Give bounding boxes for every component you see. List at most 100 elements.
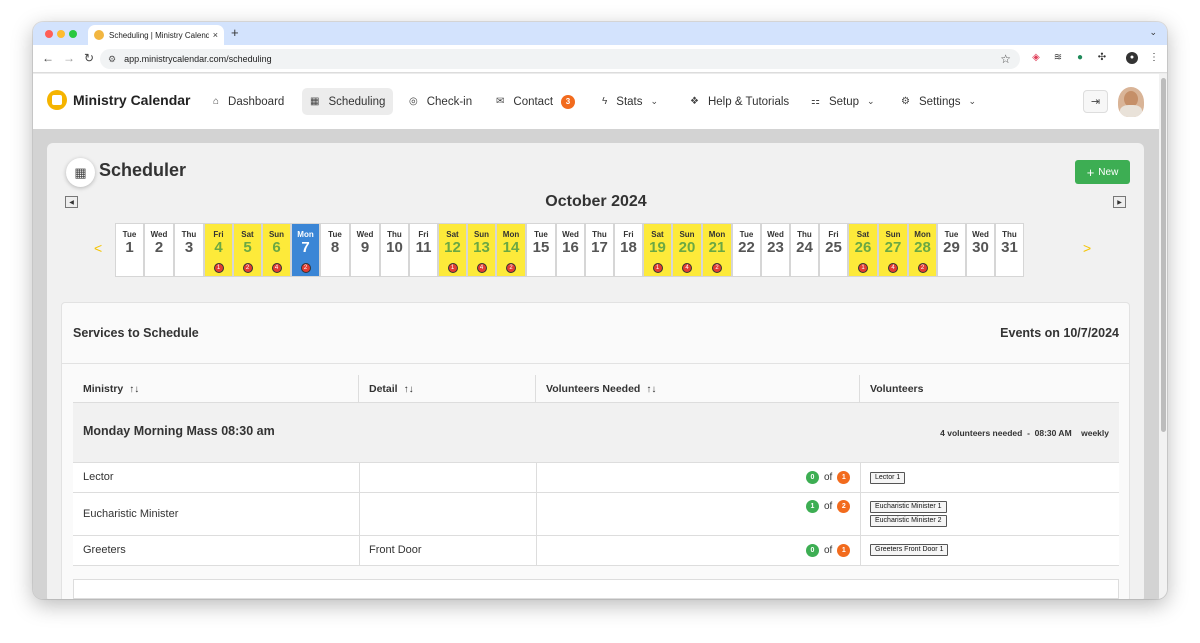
grammar-extension-icon[interactable]: ●	[1076, 52, 1084, 63]
day-number: 21	[708, 239, 726, 256]
day-of-week: Mon	[914, 230, 931, 239]
day-cell[interactable]: Fri 11	[409, 223, 438, 277]
day-cell[interactable]: Thu 3	[174, 223, 204, 277]
prev-month-button[interactable]: ◀	[65, 196, 78, 208]
url-text: app.ministrycalendar.com/scheduling	[124, 54, 272, 64]
nav-setup[interactable]: ⚏ Setup ⌄	[803, 88, 883, 115]
maximize-window-button[interactable]	[69, 30, 77, 38]
bookmark-star-icon[interactable]: ☆	[1000, 52, 1011, 66]
day-cell[interactable]: Tue 8	[320, 223, 350, 277]
day-cell[interactable]: Tue 29	[937, 223, 966, 277]
browser-menu-icon[interactable]: ⋮	[1149, 52, 1159, 63]
nav-check-in[interactable]: ◎ Check-in	[401, 88, 480, 115]
day-cell[interactable]: Thu 24	[790, 223, 819, 277]
nav-stats[interactable]: ϟ Stats ⌄	[594, 88, 666, 115]
sort-icon[interactable]: ↑↓	[129, 383, 140, 395]
new-button[interactable]: + New	[1075, 160, 1130, 184]
day-cell[interactable]: Fri 25	[819, 223, 848, 277]
chevron-down-icon: ⌄	[968, 96, 977, 106]
prev-days-button[interactable]: <	[94, 240, 103, 256]
minimize-window-button[interactable]	[57, 30, 65, 38]
pocket-extension-icon[interactable]: ◈	[1032, 52, 1040, 63]
tab-search-icon[interactable]: ⌄	[1149, 27, 1157, 37]
nav-settings[interactable]: ⚙ Settings ⌄	[893, 88, 984, 115]
table-row[interactable]	[73, 463, 1119, 493]
user-avatar[interactable]	[1118, 87, 1144, 117]
day-cell[interactable]: Tue 15	[526, 223, 556, 277]
url-field[interactable]: ⚙ app.ministrycalendar.com/scheduling ☆	[100, 49, 1020, 69]
service-time: 08:30 AM	[1034, 428, 1072, 438]
day-cell[interactable]: Mon 7 2	[291, 223, 320, 277]
day-cell[interactable]: Sat 12 1	[438, 223, 467, 277]
day-cell[interactable]: Thu 17	[585, 223, 614, 277]
day-cell[interactable]: Wed 9	[350, 223, 380, 277]
buffer-extension-icon[interactable]: ≋	[1053, 52, 1063, 63]
day-cell[interactable]: Wed 16	[556, 223, 585, 277]
day-cell[interactable]: Fri 4 1	[204, 223, 233, 277]
day-cell[interactable]: Sun 27 4	[878, 223, 908, 277]
day-of-week: Sat	[241, 230, 254, 239]
browser-tab[interactable]: Scheduling | Ministry Calenda ×	[88, 25, 224, 45]
volunteer-slot[interactable]: Eucharistic Minister 1	[870, 501, 947, 513]
nav-scheduling[interactable]: ▦ Scheduling	[302, 88, 394, 115]
volunteer-slot[interactable]: Lector 1	[870, 472, 906, 484]
life-ring-icon: ❖	[690, 96, 699, 107]
column-volunteers-needed[interactable]: Volunteers Needed ↑↓	[536, 375, 860, 403]
volunteer-slot[interactable]: Eucharistic Minister 2	[870, 515, 947, 527]
day-cell[interactable]: Tue 22	[732, 223, 761, 277]
column-ministry[interactable]: Ministry ↑↓	[73, 375, 359, 403]
next-month-button[interactable]: ▶	[1113, 196, 1126, 208]
day-cell[interactable]: Sat 19 1	[643, 223, 672, 277]
table-row[interactable]	[73, 536, 1119, 566]
plus-icon: +	[1086, 164, 1095, 180]
day-cell[interactable]: Wed 2	[144, 223, 174, 277]
bolt-icon: ϟ	[602, 96, 608, 107]
new-tab-button[interactable]: +	[231, 25, 239, 40]
volunteer-slot[interactable]: Greeters Front Door 1	[870, 544, 949, 556]
sort-icon[interactable]: ↑↓	[646, 383, 657, 395]
column-detail[interactable]: Detail ↑↓	[359, 375, 536, 403]
services-panel-header	[61, 302, 1130, 364]
day-cell[interactable]: Thu 10	[380, 223, 409, 277]
day-cell[interactable]: Sun 20 4	[672, 223, 702, 277]
profile-avatar-icon[interactable]: ●	[1126, 52, 1138, 64]
event-count-badge: 2	[300, 263, 311, 273]
day-cell[interactable]: Mon 14 2	[496, 223, 526, 277]
day-cell[interactable]: Sat 5 2	[233, 223, 262, 277]
nav-dashboard[interactable]: ⌂ Dashboard	[205, 88, 292, 115]
brand[interactable]: Ministry Calendar	[47, 90, 190, 110]
close-window-button[interactable]	[45, 30, 53, 38]
tab-close-icon[interactable]: ×	[212, 30, 218, 40]
day-cell[interactable]: Sun 13 4	[467, 223, 496, 277]
page-title: Scheduler	[99, 160, 187, 180]
tab-title: Scheduling | Ministry Calenda	[109, 30, 209, 40]
scrollbar-thumb[interactable]	[1161, 78, 1166, 432]
sort-icon[interactable]: ↑↓	[403, 383, 414, 395]
day-cell[interactable]: Mon 28 2	[908, 223, 937, 277]
logout-button[interactable]: ⇥	[1083, 90, 1108, 113]
favicon-icon	[94, 30, 104, 40]
reload-icon[interactable]: ↻	[84, 51, 95, 65]
day-cell[interactable]: Thu 31	[995, 223, 1024, 277]
day-cell[interactable]: Sat 26 1	[848, 223, 878, 277]
calendar-clock-icon: ▦	[310, 96, 320, 107]
day-cell[interactable]: Tue 1	[115, 223, 144, 277]
extensions-icon[interactable]: ✣	[1097, 52, 1107, 63]
logout-icon: ⇥	[1090, 96, 1101, 108]
table-row[interactable]	[73, 493, 1119, 536]
new-button-label: New	[1098, 166, 1119, 178]
next-days-button[interactable]: >	[1083, 240, 1092, 256]
forward-icon[interactable]: →	[63, 51, 75, 65]
back-icon[interactable]: ←	[42, 51, 54, 65]
contact-badge: 3	[561, 94, 576, 109]
services-title: Services to Schedule	[73, 326, 199, 340]
nav-help[interactable]: ❖ Help & Tutorials	[682, 88, 797, 115]
day-cell[interactable]: Wed 23	[761, 223, 790, 277]
nav-contact[interactable]: ✉ Contact 3	[488, 88, 583, 115]
day-cell[interactable]: Fri 18	[614, 223, 643, 277]
day-cell[interactable]: Sun 6 4	[262, 223, 291, 277]
day-cell[interactable]: Wed 30	[966, 223, 995, 277]
site-info-icon[interactable]: ⚙	[108, 53, 117, 64]
day-cell[interactable]: Mon 21 2	[702, 223, 732, 277]
day-of-week: Tue	[739, 230, 754, 239]
